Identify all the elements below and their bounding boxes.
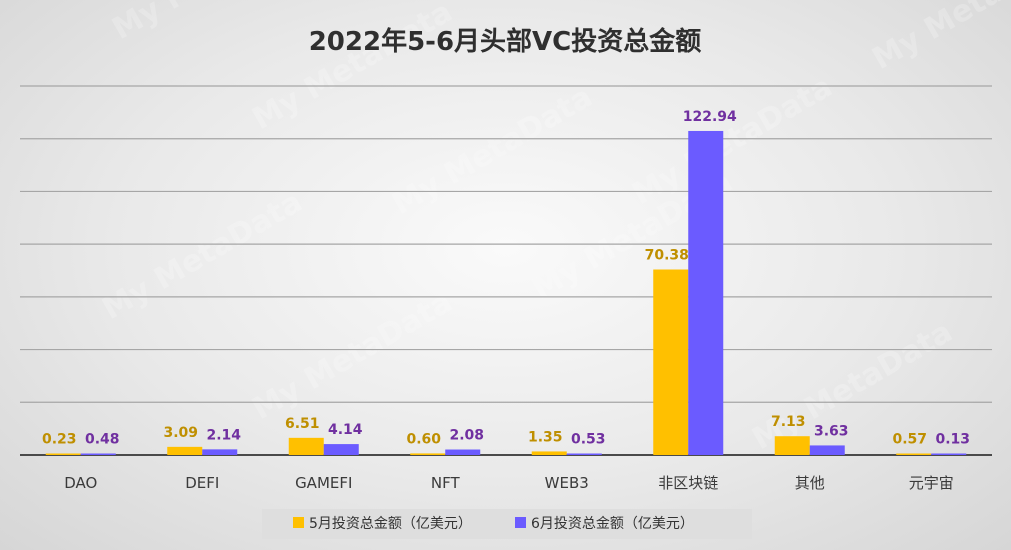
x-tick-label: DAO bbox=[64, 474, 97, 492]
x-tick-label: 非区块链 bbox=[658, 474, 718, 492]
bar-june bbox=[80, 453, 116, 455]
data-label: 6.51 bbox=[285, 416, 320, 432]
data-labels: 0.23 0.48 3.09 2.14 6.51 4.14 0.60 2.08 1.35 0.53… bbox=[42, 109, 970, 448]
data-label: 7.13 bbox=[771, 414, 806, 430]
chart-title: 2022年5-6月头部VC投资总金额 bbox=[309, 26, 702, 57]
bar-june bbox=[202, 449, 238, 455]
bar-may bbox=[45, 453, 81, 455]
watermark-text: My MetaData bbox=[247, 0, 459, 137]
data-label: 0.57 bbox=[892, 431, 927, 447]
bar-may bbox=[167, 446, 203, 455]
data-label: 3.09 bbox=[163, 425, 198, 441]
x-tick-label: DEFI bbox=[185, 474, 219, 492]
bar-may bbox=[288, 437, 324, 455]
data-label: 4.14 bbox=[328, 422, 363, 438]
x-tick-labels: DAO DEFI GAMEFI NFT WEB3 非区块链 其他 元宇宙 bbox=[64, 474, 954, 492]
bar-june bbox=[445, 449, 481, 455]
data-label: 2.08 bbox=[449, 428, 484, 444]
data-label: 70.38 bbox=[645, 247, 689, 263]
bar-may bbox=[653, 269, 689, 455]
x-tick-label: NFT bbox=[431, 474, 461, 492]
watermark-text: My MetaData bbox=[867, 0, 1011, 77]
legend-swatch bbox=[293, 517, 304, 528]
bar-june bbox=[809, 445, 845, 455]
x-tick-label: GAMEFI bbox=[295, 474, 352, 492]
data-label: 0.48 bbox=[85, 432, 120, 448]
bars bbox=[45, 130, 967, 456]
data-label: 122.94 bbox=[683, 109, 737, 125]
data-label: 1.35 bbox=[528, 429, 563, 445]
bar-may bbox=[774, 436, 810, 455]
bar-may bbox=[896, 453, 932, 455]
bar-june bbox=[566, 453, 602, 455]
data-label: 0.13 bbox=[935, 432, 970, 448]
watermark-text: My MetaData bbox=[247, 284, 459, 426]
legend: 5月投资总金额（亿美元） 6月投资总金额（亿美元） bbox=[262, 509, 752, 539]
legend-box bbox=[262, 509, 752, 539]
data-label: 0.23 bbox=[42, 432, 77, 448]
legend-swatch bbox=[515, 517, 526, 528]
x-tick-label: WEB3 bbox=[545, 474, 589, 492]
watermark-text: My MetaData bbox=[107, 0, 319, 47]
legend-label: 6月投资总金额（亿美元） bbox=[531, 516, 694, 532]
x-tick-label: 元宇宙 bbox=[909, 474, 954, 492]
watermark-text: My MetaData bbox=[97, 184, 309, 326]
data-label: 2.14 bbox=[206, 427, 241, 443]
data-label: 0.53 bbox=[571, 432, 606, 448]
bar-june bbox=[931, 453, 967, 455]
bar-june bbox=[323, 444, 359, 455]
legend-label: 5月投资总金额（亿美元） bbox=[309, 516, 472, 532]
x-tick-label: 其他 bbox=[795, 474, 825, 492]
data-label: 3.63 bbox=[814, 423, 849, 439]
watermark-text: My MetaData bbox=[387, 79, 599, 221]
bar-may bbox=[531, 451, 567, 455]
data-label: 0.60 bbox=[406, 431, 441, 447]
bar-may bbox=[410, 453, 446, 455]
bar-june bbox=[688, 130, 724, 456]
